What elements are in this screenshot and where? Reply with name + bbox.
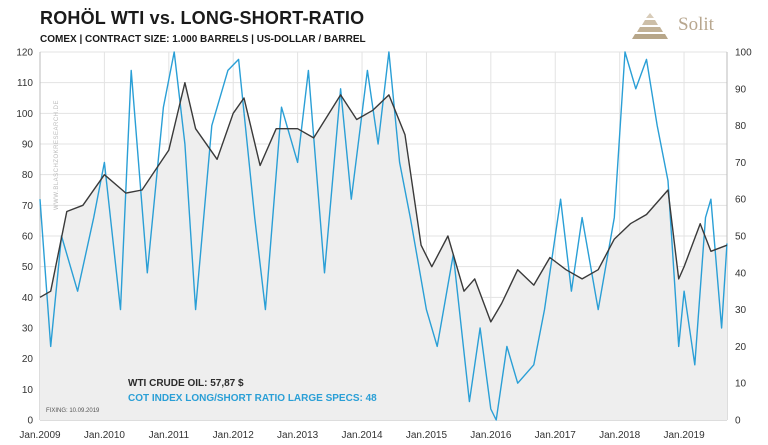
- y-right-tick: 90: [735, 84, 747, 95]
- watermark: WWW.BLASCHZOKRESEARCH.DE: [54, 100, 60, 210]
- y-axis-right-ticks: 0 10 20 30 40 50 60 70 80 90 100: [735, 48, 752, 427]
- x-tick: Jan.2010: [84, 430, 126, 441]
- wti-line: [39, 81, 728, 323]
- x-tick: Jan.2018: [599, 430, 641, 441]
- y-right-tick: 60: [735, 195, 747, 206]
- chart-subtitle: COMEX | CONTRACT SIZE: 1.000 BARRELS | U…: [40, 34, 366, 45]
- legend-wti: WTI CRUDE OIL: 57,87 $: [128, 378, 244, 389]
- wti-area: [40, 82, 727, 420]
- y-right-tick: 100: [735, 48, 752, 59]
- y-left-tick: 80: [22, 170, 34, 181]
- x-tick: Jan.2019: [663, 430, 705, 441]
- legend-cot: COT INDEX LONG/SHORT RATIO LARGE SPECS: …: [128, 393, 377, 404]
- x-tick: Jan.2015: [406, 430, 448, 441]
- y-right-tick: 0: [735, 416, 741, 427]
- x-tick: Jan.2013: [277, 430, 319, 441]
- y-right-tick: 20: [735, 342, 747, 353]
- y-left-tick: 90: [22, 140, 34, 151]
- x-tick: Jan.2014: [341, 430, 383, 441]
- y-left-tick: 20: [22, 354, 34, 365]
- y-left-tick: 10: [22, 385, 34, 396]
- y-right-tick: 30: [735, 305, 747, 316]
- solit-logo: Solit: [628, 10, 748, 46]
- y-left-tick: 60: [22, 232, 34, 243]
- y-left-tick: 100: [16, 109, 33, 120]
- pyramid-icon: [632, 13, 668, 39]
- y-right-tick: 50: [735, 232, 747, 243]
- y-right-tick: 70: [735, 158, 747, 169]
- x-tick: Jan.2016: [470, 430, 512, 441]
- chart-title: ROHÖL WTI vs. LONG-SHORT-RATIO: [40, 8, 365, 28]
- y-left-tick: 120: [16, 48, 33, 59]
- y-right-tick: 10: [735, 379, 747, 390]
- y-right-tick: 80: [735, 121, 747, 132]
- y-left-tick: 40: [22, 293, 34, 304]
- cot-line: [39, 51, 728, 421]
- x-tick: Jan.2017: [535, 430, 577, 441]
- x-tick: Jan.2011: [149, 430, 190, 441]
- x-tick: Jan.2009: [19, 430, 61, 441]
- y-left-tick: 30: [22, 324, 34, 335]
- x-tick: Jan.2012: [213, 430, 255, 441]
- series-lines: [39, 51, 728, 421]
- y-left-tick: 70: [22, 201, 34, 212]
- logo-text: Solit: [678, 14, 714, 35]
- y-left-tick: 110: [17, 78, 33, 89]
- y-left-tick: 0: [27, 416, 33, 427]
- y-left-tick: 50: [22, 262, 34, 273]
- x-axis-ticks: Jan.2009 Jan.2010 Jan.2011 Jan.2012 Jan.2013…: [19, 430, 705, 441]
- y-right-tick: 40: [735, 268, 747, 279]
- fixing-date: FIXING: 10.09.2019: [46, 408, 100, 414]
- y-axis-left-ticks: 0 10 20 30 40 50 60 70 80 90 100 110 120: [16, 48, 33, 427]
- wti-area-fill: [40, 82, 727, 420]
